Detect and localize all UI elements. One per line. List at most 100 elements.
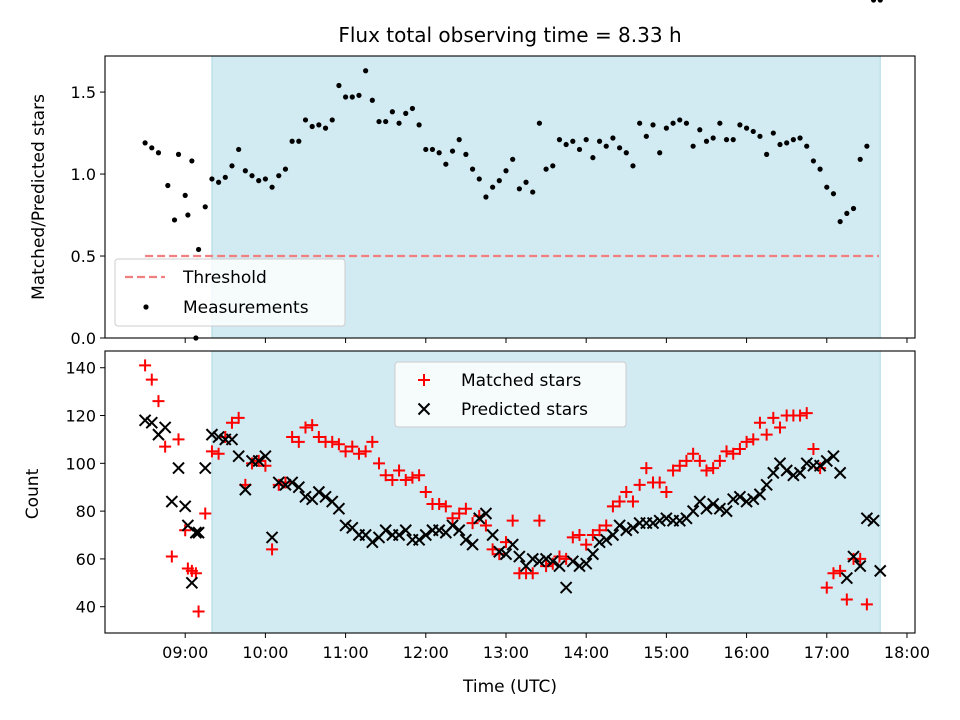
predicted-stars-point: [606, 528, 620, 542]
measurement-point: [824, 184, 830, 190]
bottom-legend: Matched stars Predicted stars: [394, 361, 627, 428]
predicted-stars-point: [185, 576, 199, 590]
predicted-stars-point: [860, 512, 874, 525]
measurement-point: [737, 122, 743, 128]
predicted-stars-point: [432, 524, 446, 537]
measurement-point: [590, 155, 596, 161]
matched-stars-point: [600, 519, 613, 532]
matched-stars-point: [747, 433, 760, 446]
measurement-point: [322, 125, 329, 131]
measurement-point: [436, 150, 442, 156]
measurement-point: [222, 174, 228, 180]
measurement-point: [236, 146, 242, 153]
matched-stars-point: [693, 454, 706, 467]
measurement-point: [877, 0, 883, 3]
matched-stars-point: [753, 416, 766, 429]
predicted-stars-point: [178, 500, 192, 513]
matched-stars-point: [393, 464, 406, 477]
predicted-stars-point: [453, 524, 466, 537]
predicted-stars-point: [874, 564, 887, 578]
matched-stars-point: [586, 529, 599, 542]
predicted-stars-point: [479, 507, 493, 520]
measurement-point: [670, 120, 676, 126]
measurement-point: [269, 184, 275, 190]
predicted-stars-point: [720, 504, 733, 518]
matched-stars-point: [352, 447, 365, 460]
matched-stars-point: [580, 538, 593, 551]
measurement-point: [429, 146, 436, 153]
measurement-point: [262, 176, 268, 182]
measurement-point: [690, 143, 696, 149]
predicted-stars-point: [553, 559, 566, 573]
measurement-point: [703, 138, 710, 144]
measurement-point: [142, 140, 148, 146]
measurement-point: [182, 192, 188, 198]
matched-stars-point: [533, 514, 546, 527]
measurement-point: [483, 194, 489, 200]
predicted-stars-point: [486, 528, 499, 542]
predicted-stars-point: [706, 497, 720, 511]
matched-stars-point: [373, 457, 386, 470]
measurement-point: [363, 68, 369, 74]
predicted-stars-point: [800, 457, 813, 470]
measurement-point: [583, 137, 589, 143]
matched-stars-point: [566, 531, 579, 544]
predicted-stars-point: [419, 528, 432, 542]
measurement-point: [329, 117, 335, 123]
matched-stars-point: [346, 440, 359, 453]
measurement-point: [309, 123, 315, 130]
measurement-point: [209, 176, 215, 182]
measurement-point: [276, 173, 282, 179]
y-tick-label: 60: [76, 550, 96, 569]
predicted-stars-point: [212, 430, 225, 444]
predicted-stars-point: [165, 495, 179, 508]
predicted-stars-point: [172, 461, 185, 475]
measurement-point: [216, 179, 222, 185]
measurement-point: [643, 133, 649, 139]
predicted-stars-point: [840, 571, 854, 585]
legend-measurement-swatch: [143, 304, 149, 310]
matched-stars-point: [713, 454, 726, 467]
measurement-point: [723, 137, 730, 143]
y-tick-label: 1.0: [71, 165, 96, 184]
matched-stars-point: [359, 445, 372, 458]
matched-stars-point: [820, 581, 833, 594]
predicted-stars-point: [232, 449, 245, 463]
measurement-point: [496, 178, 502, 184]
measurement-point: [857, 156, 863, 162]
predicted-stars-point: [847, 550, 860, 563]
x-tick-label: 18:00: [884, 643, 930, 662]
predicted-stars-point: [366, 535, 379, 549]
matched-stars-point: [606, 500, 619, 513]
matched-stars-point: [660, 486, 673, 498]
y-tick-label: 120: [65, 407, 96, 426]
matched-stars-point: [733, 442, 746, 455]
measurement-point: [804, 143, 810, 149]
predicted-stars-point: [285, 476, 299, 489]
matched-stars-point: [159, 440, 172, 453]
matched-stars-point: [593, 524, 606, 537]
y-tick-label: 100: [65, 454, 96, 473]
predicted-stars-point: [199, 461, 212, 475]
predicted-stars-point: [446, 519, 459, 532]
predicted-stars-point: [713, 502, 727, 515]
matched-stars-point: [827, 567, 840, 580]
matched-stars-point: [413, 469, 426, 482]
matched-stars-point: [860, 598, 873, 611]
top-legend: Threshold Measurements: [114, 258, 346, 327]
legend-threshold-label: Threshold: [182, 268, 267, 288]
x-tick-label: 15:00: [643, 643, 689, 662]
predicted-stars-point: [813, 459, 827, 472]
legend-matched-swatch: [418, 374, 430, 386]
measurement-point: [383, 118, 389, 125]
matched-stars-point: [553, 550, 566, 563]
predicted-stars-point: [546, 555, 559, 568]
axes-frame: [104, 55, 916, 339]
predicted-stars-point: [620, 524, 633, 537]
matched-stars-point: [446, 512, 459, 525]
measurement-point: [456, 137, 462, 143]
measurement-point: [617, 145, 623, 151]
matched-stars-point: [800, 407, 813, 420]
measurement-point: [563, 141, 569, 148]
predicted-stars-point: [526, 552, 539, 566]
